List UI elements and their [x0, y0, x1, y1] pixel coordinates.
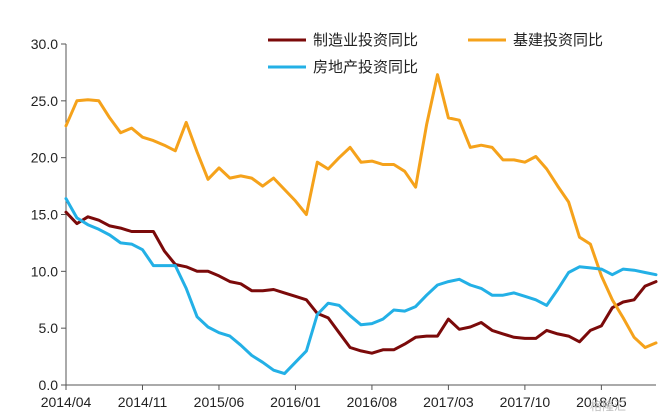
y-tick-label: 25.0: [31, 93, 58, 109]
y-tick-label: 30.0: [31, 36, 58, 52]
x-tick-label: 2015/06: [194, 394, 245, 410]
manufacturing-investment-line: [64, 210, 658, 355]
infrastructure-investment-line: [64, 73, 658, 349]
y-tick-label: 5.0: [39, 320, 59, 336]
y-tick-label: 20.0: [31, 150, 58, 166]
x-tick-label: 2016/01: [270, 394, 321, 410]
y-tick-label: 15.0: [31, 207, 58, 223]
series-lines: [64, 73, 658, 376]
x-tick-label: 2017/03: [423, 394, 474, 410]
x-tick-label: 2018/05: [576, 394, 627, 410]
axes: [65, 44, 656, 386]
legend-label: 制造业投资同比: [313, 31, 418, 49]
legend-label: 房地产投资同比: [313, 58, 418, 76]
legend-label: 基建投资同比: [513, 31, 603, 49]
y-axis-ticks: 0.0 5.0 10.0 15.0 20.0 25.0 30.0: [31, 36, 66, 393]
x-axis-ticks: 2014/04 2014/11 2015/06 2016/01 2016/08 2017/…: [41, 385, 627, 410]
real-estate-investment-line: [64, 197, 658, 376]
x-tick-label: 2014/04: [41, 394, 92, 410]
y-tick-label: 10.0: [31, 263, 58, 279]
x-tick-label: 2014/11: [118, 394, 168, 410]
x-tick-label: 2016/08: [347, 394, 398, 410]
y-tick-label: 0.0: [39, 377, 59, 393]
x-tick-label: 2017/10: [500, 394, 551, 410]
watermark-text: 格隆汇: [590, 398, 626, 413]
